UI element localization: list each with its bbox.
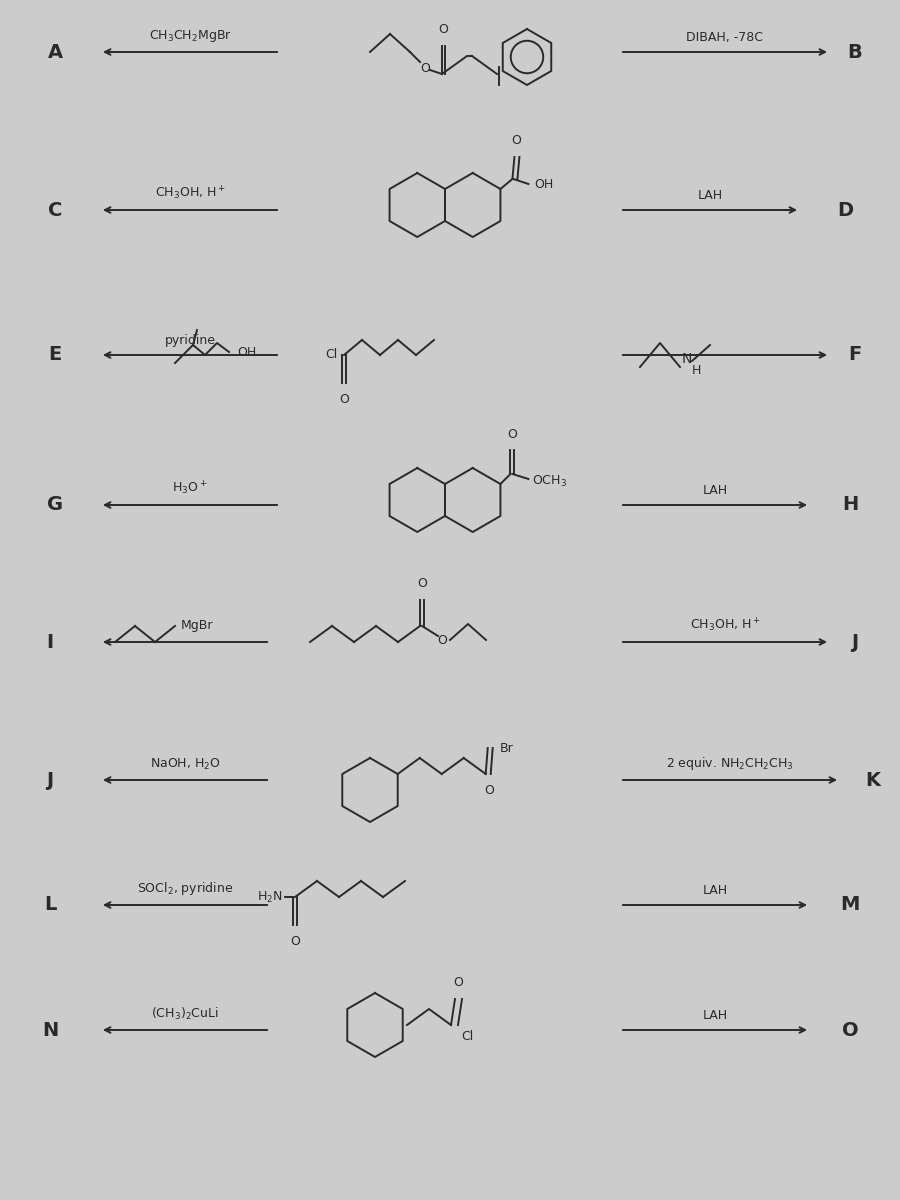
Text: SOCl$_2$, pyridine: SOCl$_2$, pyridine bbox=[137, 880, 233, 898]
Text: MgBr: MgBr bbox=[181, 619, 213, 632]
Text: O: O bbox=[842, 1020, 859, 1039]
Text: Cl: Cl bbox=[326, 348, 338, 361]
Text: N: N bbox=[42, 1020, 58, 1039]
Text: O: O bbox=[511, 134, 521, 146]
Text: LAH: LAH bbox=[698, 188, 723, 202]
Text: NaOH, H$_2$O: NaOH, H$_2$O bbox=[149, 757, 220, 772]
Text: pyridine: pyridine bbox=[165, 334, 215, 347]
Text: M: M bbox=[841, 895, 859, 914]
Text: O: O bbox=[339, 392, 349, 406]
Text: CH$_3$OH, H$^+$: CH$_3$OH, H$^+$ bbox=[155, 185, 226, 202]
Text: O: O bbox=[484, 784, 494, 797]
Text: O: O bbox=[290, 935, 300, 948]
Text: (CH$_3$)$_2$CuLi: (CH$_3$)$_2$CuLi bbox=[151, 1006, 219, 1022]
Text: F: F bbox=[849, 346, 861, 365]
Text: Cl: Cl bbox=[461, 1031, 473, 1044]
Text: O: O bbox=[454, 976, 464, 989]
Text: H$_3$O$^+$: H$_3$O$^+$ bbox=[172, 480, 208, 497]
Text: DIBAH, -78C: DIBAH, -78C bbox=[687, 31, 763, 44]
Text: H: H bbox=[692, 365, 701, 378]
Text: H: H bbox=[842, 496, 858, 515]
Text: J: J bbox=[47, 770, 54, 790]
Text: E: E bbox=[49, 346, 61, 365]
Text: K: K bbox=[866, 770, 880, 790]
Text: LAH: LAH bbox=[702, 884, 727, 898]
Text: N: N bbox=[682, 352, 692, 366]
Text: LAH: LAH bbox=[702, 1009, 727, 1022]
Text: I: I bbox=[47, 632, 54, 652]
Text: B: B bbox=[848, 42, 862, 61]
Text: OH: OH bbox=[535, 179, 554, 192]
Text: O: O bbox=[417, 577, 427, 590]
Text: A: A bbox=[48, 42, 63, 61]
Text: L: L bbox=[44, 895, 56, 914]
Text: OH: OH bbox=[237, 346, 256, 359]
Text: OCH$_3$: OCH$_3$ bbox=[533, 474, 567, 488]
Text: D: D bbox=[837, 200, 853, 220]
Text: O: O bbox=[438, 23, 448, 36]
Text: C: C bbox=[48, 200, 62, 220]
Text: O: O bbox=[420, 61, 430, 74]
Text: J: J bbox=[851, 632, 859, 652]
Text: LAH: LAH bbox=[702, 484, 727, 497]
Text: O: O bbox=[437, 634, 447, 647]
Text: O: O bbox=[508, 428, 518, 440]
Text: Br: Br bbox=[500, 742, 514, 755]
Text: 2 equiv. NH$_2$CH$_2$CH$_3$: 2 equiv. NH$_2$CH$_2$CH$_3$ bbox=[666, 755, 794, 772]
Text: H$_2$N: H$_2$N bbox=[257, 889, 283, 905]
Text: G: G bbox=[47, 496, 63, 515]
Text: CH$_3$OH, H$^+$: CH$_3$OH, H$^+$ bbox=[689, 617, 760, 634]
Text: CH$_3$CH$_2$MgBr: CH$_3$CH$_2$MgBr bbox=[148, 28, 231, 44]
